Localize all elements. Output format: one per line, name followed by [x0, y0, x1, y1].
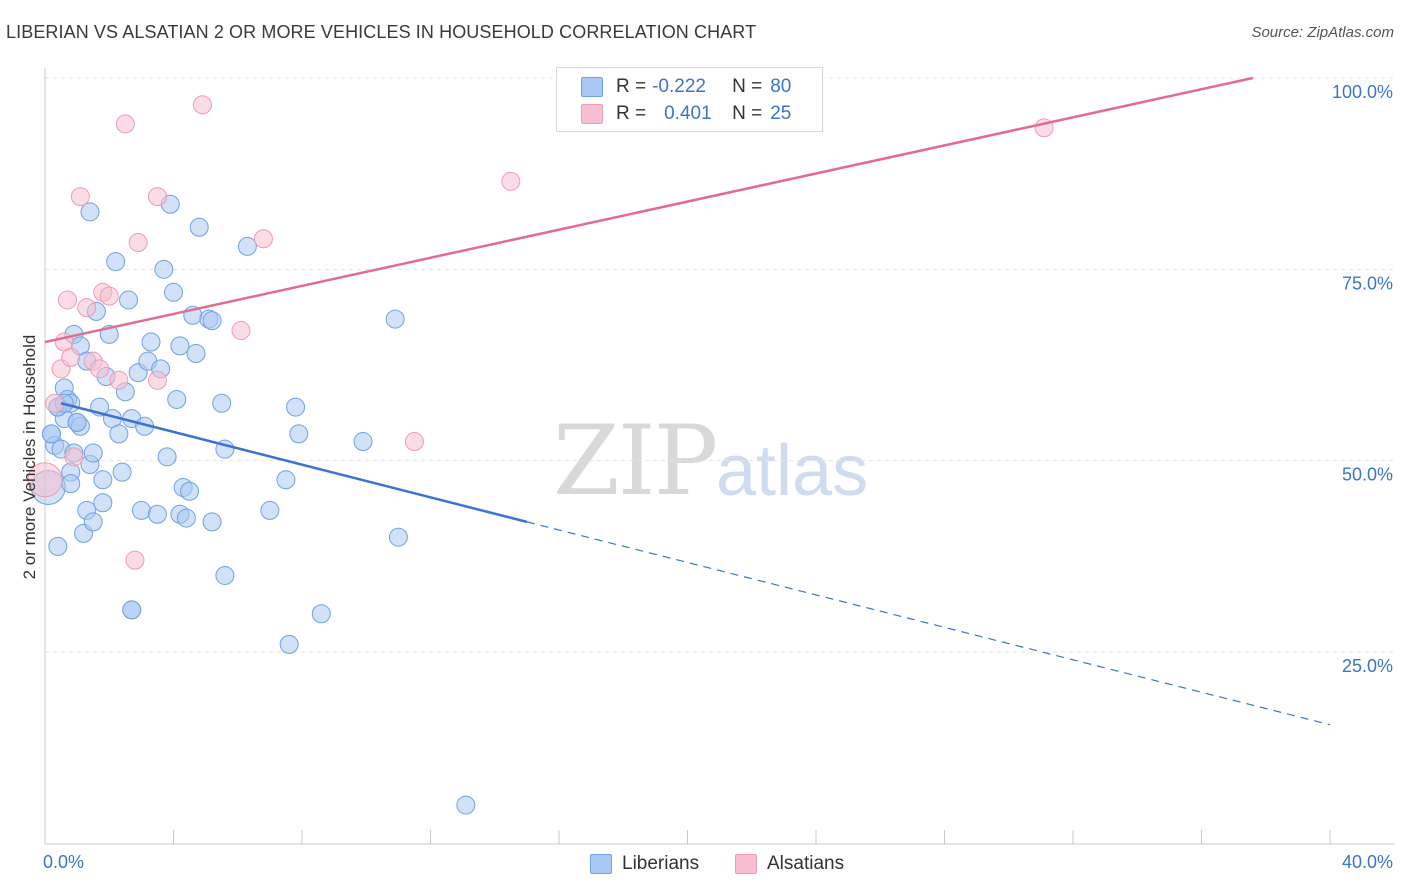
liberians-point [93, 493, 113, 513]
liberians-point [202, 311, 222, 331]
liberians-point [279, 634, 299, 654]
liberians-point [215, 565, 235, 585]
watermark-zip: ZIP [553, 405, 718, 517]
correlation-legend: R = -0.222 N = 80 R = 0.401 N = 25 [556, 67, 823, 132]
liberians-point [157, 447, 177, 467]
y-tick-label-50: 50.0% [1342, 465, 1393, 485]
chart-title: LIBERIAN VS ALSATIAN 2 OR MORE VEHICLES … [6, 22, 757, 42]
alsatians-point [70, 187, 90, 207]
liberians-point [48, 536, 68, 556]
liberians-n-value: 80 [770, 76, 792, 97]
liberians-trend-line [60, 402, 528, 524]
legend-row-alsatians: R = 0.401 N = 25 [581, 102, 791, 126]
alsatians-swatch [581, 104, 603, 124]
liberians-point [276, 470, 296, 490]
liberians-point [41, 424, 61, 444]
alsatians-point [115, 114, 135, 134]
liberians-point [83, 443, 103, 463]
liberians-point [61, 474, 81, 494]
n-label: N = [732, 103, 763, 124]
liberians-point [80, 202, 100, 222]
liberians-point [167, 389, 187, 409]
alsatians-point [125, 550, 145, 570]
alsatians-point [45, 393, 65, 413]
y-tick-label-25: 25.0% [1342, 656, 1393, 676]
liberians-point [388, 527, 408, 547]
y-tick-label-75: 75.0% [1342, 273, 1393, 293]
alsatians-r-value: 0.401 [664, 103, 712, 124]
alsatians-point [99, 286, 119, 306]
alsatians-point [501, 171, 521, 191]
source-label: Source: ZipAtlas.com [1251, 24, 1394, 41]
liberians-point [164, 282, 183, 302]
liberians-point [147, 504, 167, 524]
bottom-legend-liberians: Liberians [590, 852, 699, 876]
liberians-point [83, 512, 103, 532]
liberians-point [122, 600, 142, 620]
liberians-point [353, 432, 373, 452]
liberians-point [456, 795, 476, 815]
liberians-point [154, 259, 174, 279]
liberians-point [109, 424, 129, 444]
alsatians-point [147, 370, 167, 390]
x-tick-label-max: 40.0% [1341, 852, 1393, 872]
alsatians-point [404, 432, 424, 452]
liberians-point [131, 500, 151, 520]
liberians-legend-swatch [590, 854, 612, 874]
alsatians-point [128, 233, 148, 253]
alsatians-point [64, 447, 84, 467]
liberians-point [202, 512, 222, 532]
alsatians-legend-swatch [735, 854, 757, 874]
alsatians-point [231, 321, 251, 341]
liberians-point [212, 393, 232, 413]
liberians-point [180, 481, 200, 501]
alsatians-point [253, 229, 273, 249]
alsatians-n-value: 25 [770, 103, 792, 124]
liberians-point [385, 309, 405, 329]
y-axis-label: 2 or more Vehicles in Household [20, 334, 39, 580]
liberians-point [119, 290, 139, 310]
alsatians-legend-label: Alsatians [767, 853, 845, 874]
liberians-point [93, 470, 113, 490]
liberians-point [170, 336, 190, 356]
alsatians-point [27, 462, 63, 498]
liberians-swatch [581, 77, 603, 97]
alsatians-point [61, 347, 81, 367]
liberians-r-value: -0.222 [652, 76, 706, 97]
liberians-legend-label: Liberians [622, 853, 700, 874]
liberians-point [176, 508, 196, 528]
liberians-point [260, 500, 280, 520]
legend-row-liberians: R = -0.222 N = 80 [581, 75, 791, 99]
alsatians-point [109, 370, 129, 390]
liberians-point [311, 604, 331, 624]
liberians-point [141, 332, 161, 352]
liberians-point [289, 424, 309, 444]
alsatians-point [192, 95, 212, 115]
liberians-point [112, 462, 132, 482]
liberians-point [186, 344, 206, 364]
watermark-atlas: atlas [716, 431, 869, 511]
alsatians-point [90, 359, 110, 379]
liberians-trend-extension [526, 521, 1331, 726]
y-tick-label-100: 100.0% [1332, 82, 1393, 102]
liberians-point [237, 236, 257, 256]
alsatians-point [147, 187, 167, 207]
liberians-point [67, 412, 87, 432]
alsatians-point [77, 298, 97, 318]
liberians-point [286, 397, 306, 417]
alsatians-trend-line [44, 76, 1254, 344]
alsatians-point [57, 290, 77, 310]
r-label: R = [616, 76, 647, 97]
bottom-legend-alsatians: Alsatians [735, 852, 844, 876]
r-label: R = [616, 103, 647, 124]
n-label: N = [732, 76, 763, 97]
liberians-point [189, 217, 209, 237]
liberians-point [106, 252, 126, 272]
x-tick-label-min: 0.0% [43, 852, 85, 872]
